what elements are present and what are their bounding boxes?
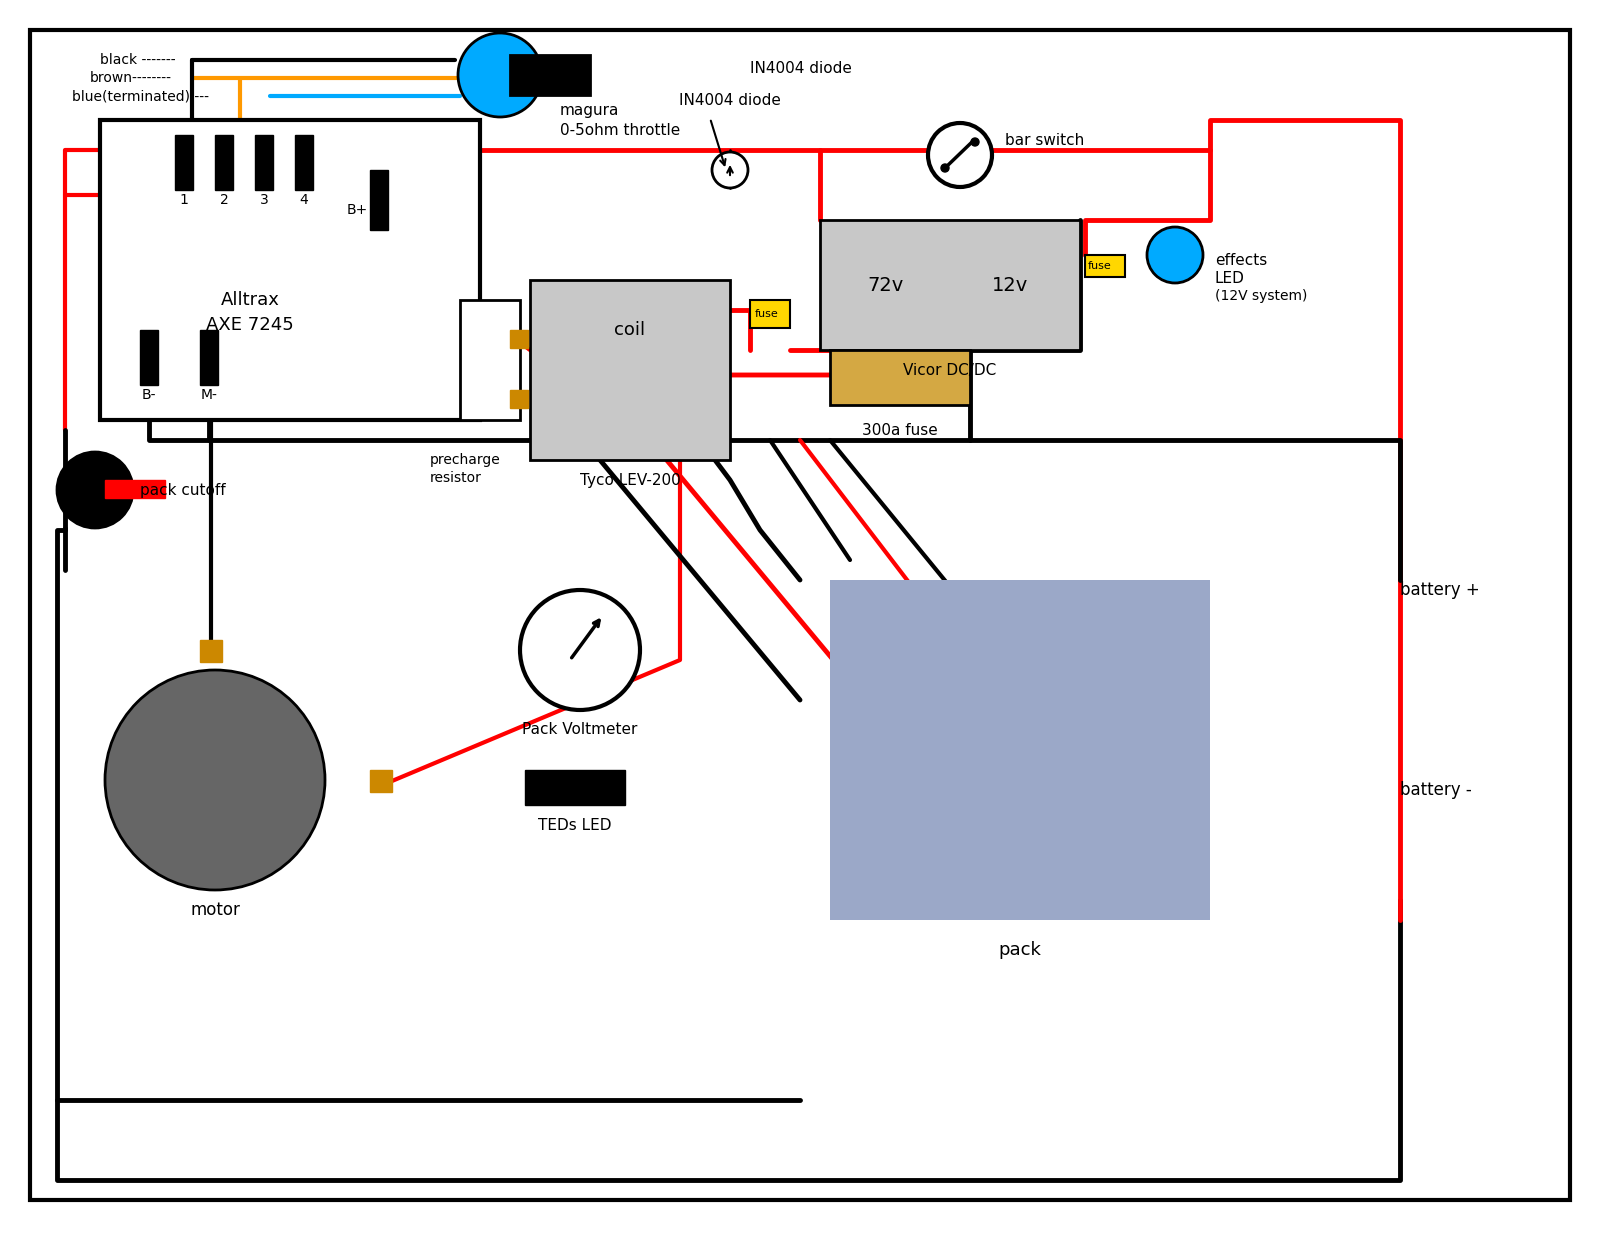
- Circle shape: [712, 152, 749, 188]
- Text: 12v: 12v: [992, 276, 1029, 294]
- Text: 3: 3: [259, 193, 269, 206]
- Text: magura: magura: [560, 103, 619, 117]
- Text: resistor: resistor: [430, 471, 482, 485]
- FancyBboxPatch shape: [106, 480, 165, 498]
- FancyBboxPatch shape: [141, 330, 158, 384]
- Text: 2: 2: [219, 193, 229, 206]
- FancyBboxPatch shape: [1085, 255, 1125, 277]
- Circle shape: [928, 124, 992, 187]
- Text: 300a fuse: 300a fuse: [862, 423, 938, 438]
- Text: black -------: black -------: [101, 53, 176, 67]
- Text: bar switch: bar switch: [1005, 132, 1085, 147]
- Text: Tyco LEV-200: Tyco LEV-200: [579, 472, 680, 487]
- Text: Vicor DC/DC: Vicor DC/DC: [904, 362, 997, 377]
- Text: fuse: fuse: [1088, 261, 1112, 271]
- FancyBboxPatch shape: [821, 220, 1080, 350]
- Circle shape: [1147, 227, 1203, 283]
- Circle shape: [58, 452, 133, 528]
- Text: M-: M-: [200, 388, 218, 402]
- Circle shape: [971, 138, 979, 146]
- FancyBboxPatch shape: [510, 330, 528, 349]
- Text: precharge: precharge: [430, 454, 501, 467]
- Text: 72v: 72v: [867, 276, 902, 294]
- Text: coil: coil: [614, 321, 645, 339]
- FancyBboxPatch shape: [174, 135, 194, 190]
- Text: brown--------: brown--------: [90, 70, 173, 85]
- Text: 1: 1: [179, 193, 189, 206]
- Text: motor: motor: [190, 901, 240, 920]
- Circle shape: [941, 164, 949, 172]
- Text: B-: B-: [142, 388, 157, 402]
- FancyBboxPatch shape: [510, 391, 528, 408]
- FancyBboxPatch shape: [254, 135, 274, 190]
- Text: effects: effects: [1214, 252, 1267, 267]
- FancyBboxPatch shape: [200, 640, 222, 662]
- FancyBboxPatch shape: [370, 770, 392, 792]
- Text: Pack Voltmeter: Pack Voltmeter: [522, 723, 638, 738]
- Text: (12V system): (12V system): [1214, 289, 1307, 303]
- Text: B+: B+: [347, 203, 368, 218]
- FancyBboxPatch shape: [101, 120, 480, 420]
- Text: Alltrax: Alltrax: [221, 290, 280, 309]
- FancyBboxPatch shape: [200, 330, 218, 384]
- FancyBboxPatch shape: [530, 281, 730, 460]
- Circle shape: [106, 670, 325, 890]
- Text: pack: pack: [998, 941, 1042, 959]
- Text: IN4004 diode: IN4004 diode: [750, 61, 851, 75]
- FancyBboxPatch shape: [830, 350, 970, 405]
- Text: battery +: battery +: [1400, 581, 1480, 599]
- Text: blue(terminated) ---: blue(terminated) ---: [72, 89, 210, 103]
- Text: AXE 7245: AXE 7245: [206, 316, 294, 334]
- Text: LED: LED: [1214, 271, 1245, 286]
- Text: 4: 4: [299, 193, 309, 206]
- Text: 0-5ohm throttle: 0-5ohm throttle: [560, 122, 680, 137]
- FancyBboxPatch shape: [510, 54, 590, 95]
- Text: battery -: battery -: [1400, 781, 1472, 798]
- Text: TEDs LED: TEDs LED: [538, 817, 611, 833]
- Text: fuse: fuse: [755, 309, 779, 319]
- Text: pack cutoff: pack cutoff: [141, 482, 226, 498]
- FancyBboxPatch shape: [830, 580, 1210, 920]
- Circle shape: [458, 33, 542, 117]
- FancyBboxPatch shape: [370, 171, 389, 230]
- Circle shape: [520, 590, 640, 709]
- Text: IN4004 diode: IN4004 diode: [678, 93, 781, 108]
- FancyBboxPatch shape: [461, 300, 520, 420]
- FancyBboxPatch shape: [214, 135, 234, 190]
- FancyBboxPatch shape: [750, 300, 790, 328]
- FancyBboxPatch shape: [525, 770, 626, 805]
- FancyBboxPatch shape: [294, 135, 314, 190]
